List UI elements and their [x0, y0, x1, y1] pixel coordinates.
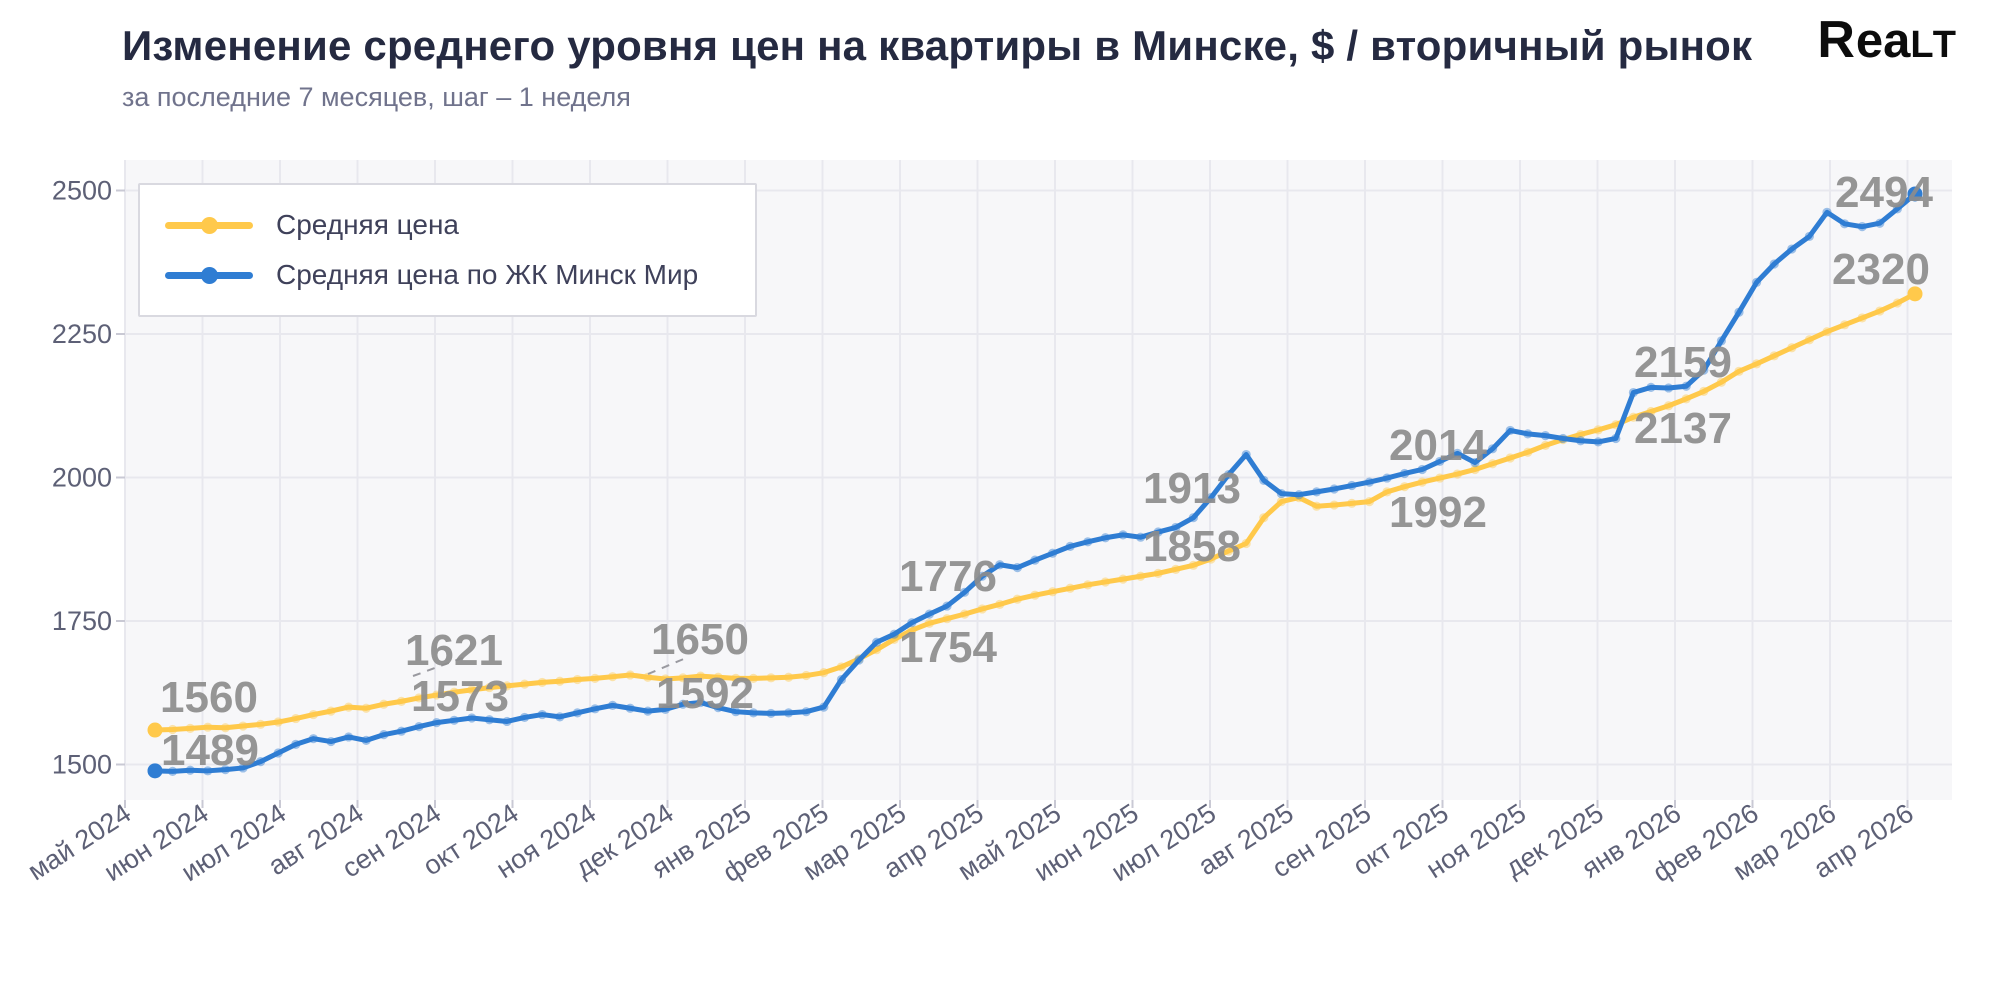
chart-legend: Средняя цена Средняя цена по ЖК Минск Ми… — [138, 183, 757, 317]
value-annotation-average: 1621 — [405, 626, 503, 675]
value-annotation-minsk_mir: 1489 — [161, 726, 259, 775]
series-minsk_mir — [147, 186, 1923, 779]
value-annotation-average: 1858 — [1143, 522, 1241, 571]
series-end-dot-minsk_mir — [1907, 186, 1923, 202]
page-title: Изменение среднего уровня цен на квартир… — [122, 22, 1753, 69]
series-start-dot-minsk_mir — [147, 763, 163, 779]
legend-label-average: Средняя цена — [276, 209, 459, 240]
legend-dot-icon — [201, 267, 218, 284]
value-annotation-average: 2320 — [1832, 245, 1930, 294]
series-start-dot-average — [147, 722, 163, 738]
series-markers-minsk_mir — [150, 189, 1920, 776]
legend-dot-icon — [201, 217, 218, 234]
value-annotation-average: 1992 — [1389, 488, 1487, 537]
value-annotation-minsk_mir: 1573 — [411, 672, 509, 721]
value-annotation-average: 1560 — [160, 673, 258, 722]
y-axis-tick-label: 2500 — [52, 176, 112, 206]
y-axis-tick-label: 1750 — [52, 606, 112, 636]
page-subtitle: за последние 7 месяцев, шаг – 1 неделя — [122, 82, 631, 112]
series-line-minsk_mir — [152, 191, 1918, 774]
value-annotation-minsk_mir: 2159 — [1634, 338, 1732, 387]
value-annotation-average: 1650 — [651, 615, 749, 664]
y-axis-tick-label: 2000 — [52, 463, 112, 493]
value-annotation-average: 2137 — [1634, 404, 1732, 453]
series-markers-average — [150, 289, 1920, 735]
legend-swatch-minsk-mir — [165, 258, 253, 292]
legend-item-average: Средняя цена — [140, 208, 755, 242]
legend-swatch-average — [165, 208, 253, 242]
legend-label-minsk-mir: Средняя цена по ЖК Минск Мир — [276, 259, 699, 290]
y-axis-labels: 1500 1750 2000 2250 2500 — [52, 176, 112, 780]
value-annotation-minsk_mir: 1913 — [1143, 464, 1241, 513]
annotation-leaders — [412, 656, 687, 677]
value-annotation-minsk_mir: 2494 — [1835, 168, 1933, 217]
grid — [124, 160, 1952, 800]
y-axis-tick-label: 2250 — [52, 319, 112, 349]
legend-item-minsk-mir: Средняя цена по ЖК Минск Мир — [140, 258, 755, 292]
axis-ticks — [116, 189, 1909, 808]
value-annotation-minsk_mir: 2014 — [1389, 421, 1487, 470]
value-annotation-average: 1754 — [899, 623, 997, 672]
realt-logo-text: R — [1817, 11, 1856, 69]
y-axis-tick-label: 1500 — [52, 750, 112, 780]
value-annotation-minsk_mir: 1776 — [899, 552, 997, 601]
value-annotation-minsk_mir: 1592 — [656, 669, 754, 718]
series-end-dot-average — [1907, 286, 1923, 302]
